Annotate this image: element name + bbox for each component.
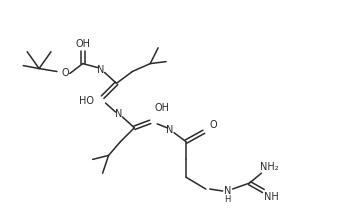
- Text: OH: OH: [155, 103, 170, 113]
- Text: N: N: [224, 186, 231, 196]
- Text: N: N: [166, 125, 174, 135]
- Text: NH: NH: [264, 192, 279, 202]
- Text: O: O: [210, 120, 218, 130]
- Text: N: N: [97, 64, 104, 74]
- Text: OH: OH: [75, 39, 90, 49]
- Text: O: O: [61, 68, 69, 78]
- Text: N: N: [115, 109, 122, 119]
- Text: H: H: [224, 195, 231, 204]
- Text: HO: HO: [79, 96, 94, 106]
- Text: NH₂: NH₂: [260, 162, 279, 172]
